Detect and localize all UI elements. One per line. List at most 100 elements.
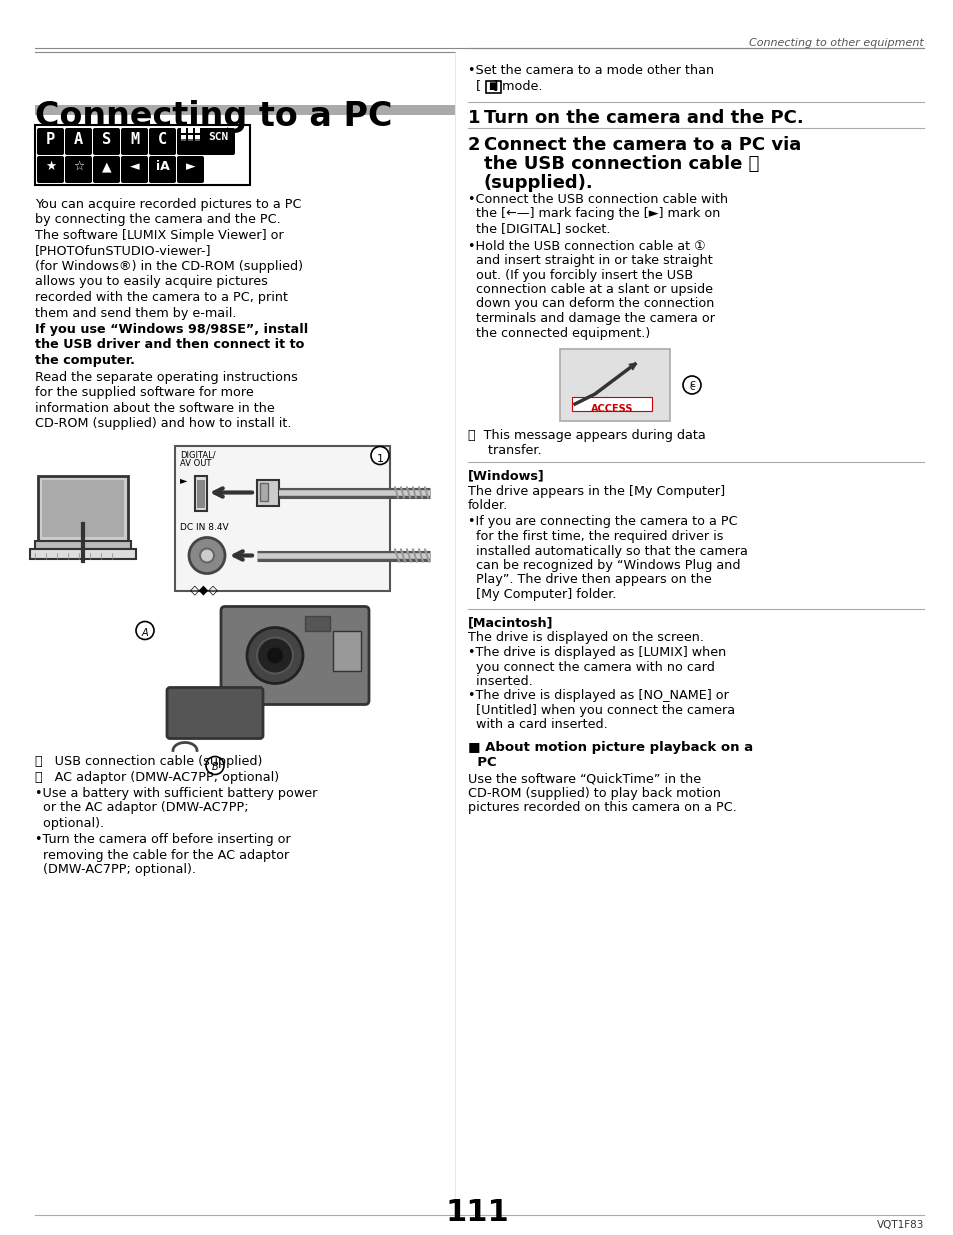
Text: iA: iA: [155, 161, 170, 173]
Text: the connected equipment.): the connected equipment.): [468, 326, 650, 340]
Bar: [256, 479, 278, 505]
Text: inserted.: inserted.: [468, 676, 532, 688]
FancyBboxPatch shape: [92, 156, 120, 183]
Bar: [35, 541, 131, 548]
Text: ►: ►: [186, 161, 195, 173]
Text: connection cable at a slant or upside: connection cable at a slant or upside: [468, 283, 712, 296]
Bar: [485, 82, 500, 93]
Text: A: A: [142, 627, 148, 637]
Text: pictures recorded on this camera on a PC.: pictures recorded on this camera on a PC…: [468, 802, 736, 814]
Bar: [194, 140, 200, 141]
Bar: [333, 631, 360, 671]
Text: M: M: [130, 132, 139, 147]
Bar: [30, 548, 136, 558]
Text: (DMW-AC7PP; optional).: (DMW-AC7PP; optional).: [35, 863, 195, 877]
Text: them and send them by e-mail.: them and send them by e-mail.: [35, 306, 236, 320]
Text: [Macintosh]: [Macintosh]: [468, 616, 553, 630]
Text: VQT1F83: VQT1F83: [876, 1220, 923, 1230]
Text: ★: ★: [45, 161, 56, 173]
Circle shape: [682, 375, 700, 394]
Text: P: P: [46, 132, 55, 147]
Text: DIGITAL/: DIGITAL/: [180, 451, 215, 459]
Text: CD-ROM (supplied) and how to install it.: CD-ROM (supplied) and how to install it.: [35, 417, 292, 430]
Text: [   ] mode.: [ ] mode.: [468, 79, 542, 91]
Text: Read the separate operating instructions: Read the separate operating instructions: [35, 370, 297, 384]
Text: (for Windows®) in the CD-ROM (supplied): (for Windows®) in the CD-ROM (supplied): [35, 261, 303, 273]
Text: 1: 1: [376, 453, 383, 463]
Circle shape: [247, 627, 303, 683]
Text: •The drive is displayed as [NO_NAME] or: •The drive is displayed as [NO_NAME] or: [468, 689, 728, 703]
Text: ■: ■: [488, 82, 497, 91]
Text: folder.: folder.: [468, 499, 508, 513]
Text: AV OUT: AV OUT: [180, 459, 212, 468]
Text: •The drive is displayed as [LUMIX] when: •The drive is displayed as [LUMIX] when: [468, 646, 725, 659]
Bar: [196, 479, 205, 508]
Text: you connect the camera with no card: you connect the camera with no card: [468, 661, 714, 673]
Bar: [38, 475, 128, 541]
Text: •Hold the USB connection cable at ①: •Hold the USB connection cable at ①: [468, 240, 705, 252]
Text: ACCESS: ACCESS: [590, 404, 633, 414]
FancyBboxPatch shape: [92, 128, 120, 156]
Text: 2: 2: [468, 136, 480, 154]
Text: The software [LUMIX Simple Viewer] or: The software [LUMIX Simple Viewer] or: [35, 228, 283, 242]
Text: DC IN 8.4V: DC IN 8.4V: [180, 524, 229, 532]
Text: ☆: ☆: [72, 161, 84, 173]
Text: [PHOTOfunSTUDIO-viewer-]: [PHOTOfunSTUDIO-viewer-]: [35, 245, 212, 258]
Bar: [42, 479, 124, 536]
Bar: [188, 135, 193, 141]
Text: (supplied).: (supplied).: [483, 174, 593, 191]
Text: allows you to easily acquire pictures: allows you to easily acquire pictures: [35, 275, 268, 289]
Bar: [305, 615, 330, 631]
Text: [My Computer] folder.: [My Computer] folder.: [468, 588, 616, 601]
Text: Connect the camera to a PC via: Connect the camera to a PC via: [483, 136, 801, 154]
Text: ▲: ▲: [102, 161, 112, 173]
FancyBboxPatch shape: [65, 156, 91, 183]
FancyBboxPatch shape: [37, 156, 64, 183]
Text: [Untitled] when you connect the camera: [Untitled] when you connect the camera: [468, 704, 735, 718]
Text: •If you are connecting the camera to a PC: •If you are connecting the camera to a P…: [468, 515, 737, 529]
Circle shape: [371, 447, 389, 464]
Text: Turn on the camera and the PC.: Turn on the camera and the PC.: [483, 109, 803, 127]
Text: Play”. The drive then appears on the: Play”. The drive then appears on the: [468, 573, 711, 587]
Text: the USB connection cable Ⓐ: the USB connection cable Ⓐ: [483, 156, 759, 173]
Circle shape: [200, 548, 213, 562]
Text: [Windows]: [Windows]: [468, 469, 544, 483]
Circle shape: [136, 621, 153, 640]
Text: Connecting to other equipment: Connecting to other equipment: [748, 38, 923, 48]
Text: can be recognized by “Windows Plug and: can be recognized by “Windows Plug and: [468, 559, 740, 572]
Bar: [181, 140, 186, 141]
Text: ►: ►: [180, 475, 188, 485]
Text: SCN: SCN: [208, 132, 228, 142]
Text: ◇◆◇: ◇◆◇: [190, 583, 218, 597]
Bar: [572, 396, 651, 411]
FancyBboxPatch shape: [121, 128, 148, 156]
FancyBboxPatch shape: [149, 128, 175, 156]
Text: and insert straight in or take straight: and insert straight in or take straight: [468, 254, 712, 267]
Text: by connecting the camera and the PC.: by connecting the camera and the PC.: [35, 214, 280, 226]
Bar: [181, 127, 186, 133]
Text: You can acquire recorded pictures to a PC: You can acquire recorded pictures to a P…: [35, 198, 301, 211]
Text: with a card inserted.: with a card inserted.: [468, 719, 607, 731]
Bar: [194, 127, 200, 133]
Text: ■ About motion picture playback on a: ■ About motion picture playback on a: [468, 741, 752, 755]
Text: for the first time, the required driver is: for the first time, the required driver …: [468, 530, 722, 543]
FancyBboxPatch shape: [201, 128, 234, 156]
FancyBboxPatch shape: [167, 688, 263, 739]
Text: PC: PC: [468, 756, 497, 769]
Circle shape: [206, 757, 224, 774]
Text: 1: 1: [468, 109, 480, 127]
Text: the [DIGITAL] socket.: the [DIGITAL] socket.: [468, 222, 610, 235]
Text: information about the software in the: information about the software in the: [35, 401, 274, 415]
Bar: [194, 135, 200, 141]
Text: •Turn the camera off before inserting or: •Turn the camera off before inserting or: [35, 834, 291, 846]
Text: recorded with the camera to a PC, print: recorded with the camera to a PC, print: [35, 291, 288, 304]
Text: removing the cable for the AC adaptor: removing the cable for the AC adaptor: [35, 848, 289, 862]
Circle shape: [189, 537, 225, 573]
Text: transfer.: transfer.: [468, 443, 541, 457]
Text: 111: 111: [445, 1198, 508, 1228]
Bar: [188, 127, 193, 133]
FancyBboxPatch shape: [37, 128, 64, 156]
Text: out. (If you forcibly insert the USB: out. (If you forcibly insert the USB: [468, 268, 693, 282]
Text: down you can deform the connection: down you can deform the connection: [468, 298, 714, 310]
Text: Use the software “QuickTime” in the: Use the software “QuickTime” in the: [468, 772, 700, 785]
